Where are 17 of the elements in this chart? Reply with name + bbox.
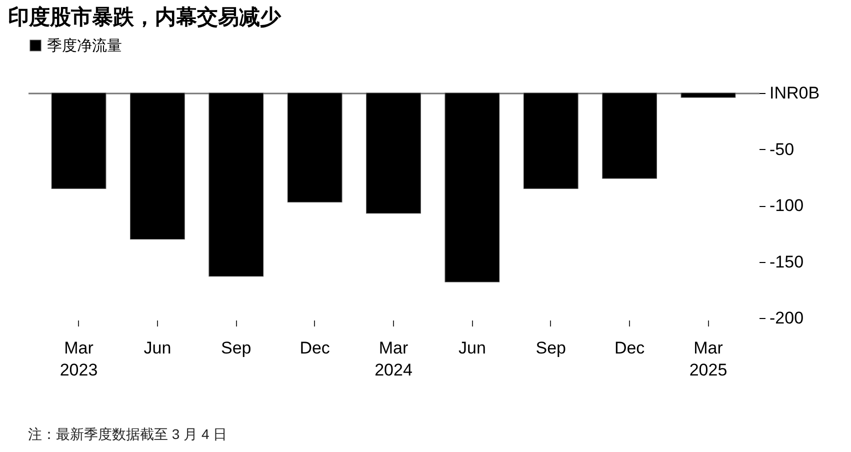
x-tick-label: Sep bbox=[536, 338, 566, 358]
x-tick-label: Mar 2025 bbox=[689, 338, 728, 380]
y-tick-label: -200 bbox=[770, 308, 804, 328]
y-tick-label: INR0B bbox=[770, 84, 820, 102]
y-tick-label: -100 bbox=[770, 196, 804, 215]
legend-label: 季度净流量 bbox=[47, 38, 122, 54]
x-tick-label: Dec bbox=[614, 338, 646, 358]
y-tick-label: -50 bbox=[770, 140, 794, 159]
x-tick-label: Jun bbox=[144, 338, 172, 358]
x-tick-label: Mar 2024 bbox=[374, 338, 412, 380]
x-tick-label: Jun bbox=[458, 338, 486, 358]
y-tick-label: -150 bbox=[770, 252, 804, 272]
x-tick-label: Sep bbox=[221, 338, 252, 358]
x-tick-label: Dec bbox=[300, 338, 330, 358]
x-tick-label: Mar 2023 bbox=[60, 338, 98, 380]
text: 注：最新季度数据截至 3 月 4 日 bbox=[28, 425, 228, 443]
chart-title: 印度股市暴跌，内幕交易减少 bbox=[8, 5, 282, 29]
